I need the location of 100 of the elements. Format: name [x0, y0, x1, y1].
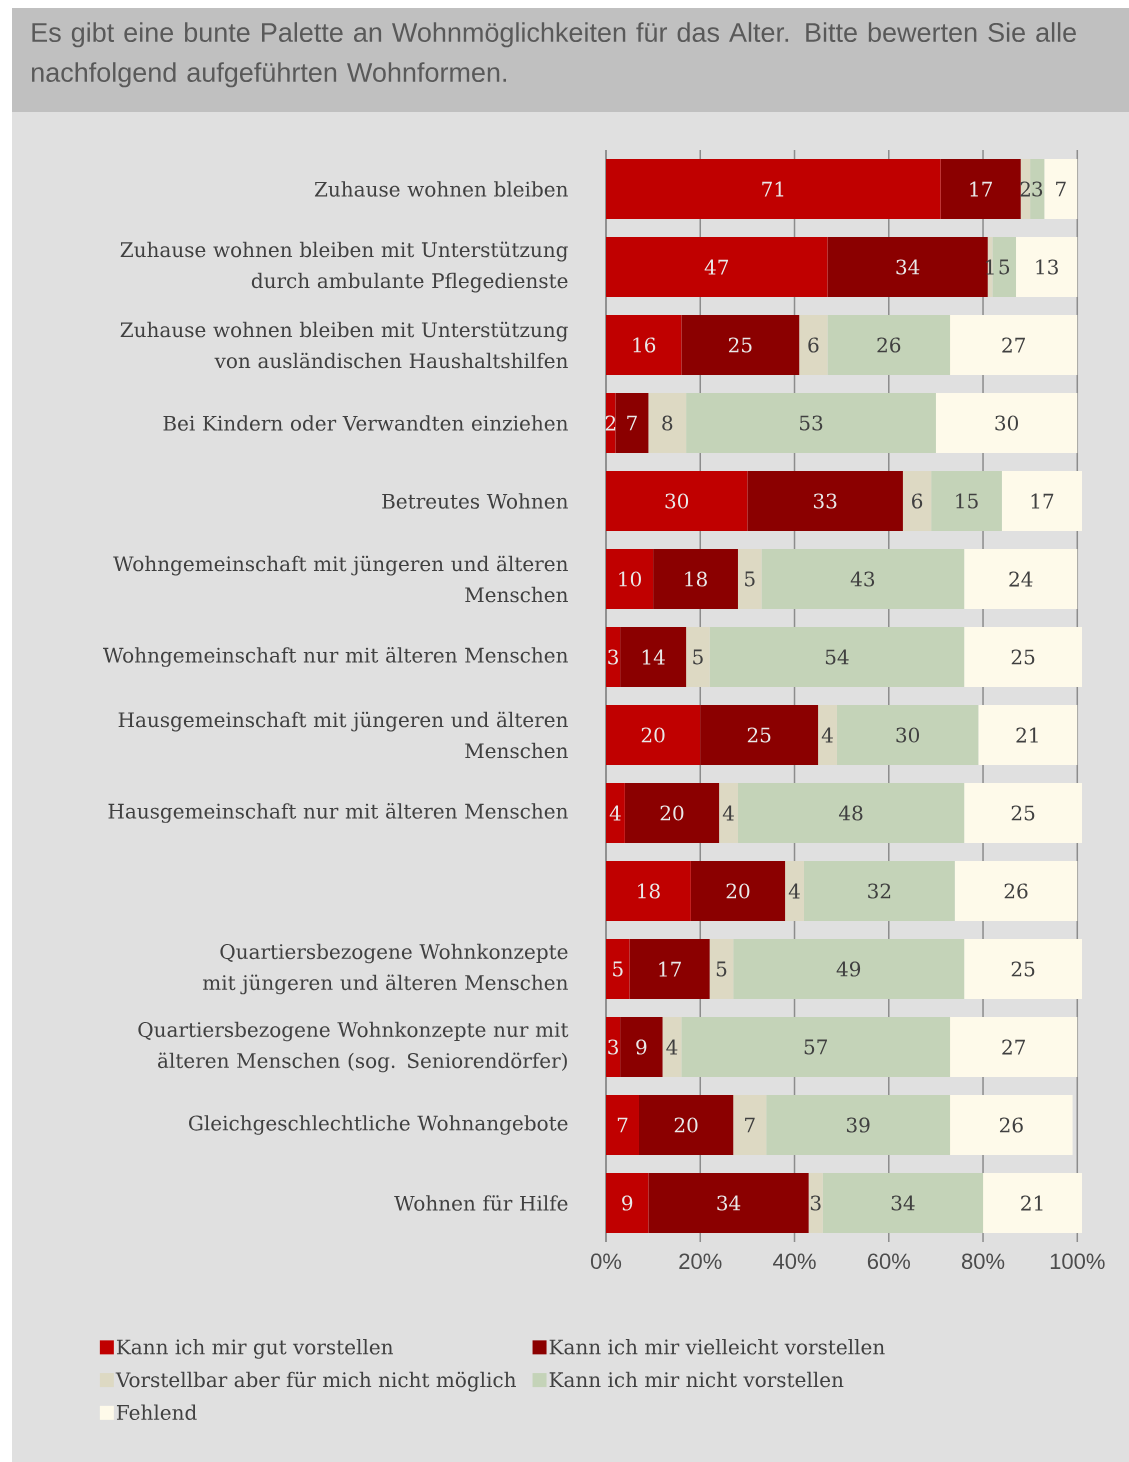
data-label: 54	[825, 649, 849, 665]
data-label: 5	[693, 649, 703, 665]
bar	[620, 626, 687, 688]
data-label: 43	[850, 571, 875, 587]
y-tick-label: Wohngemeinschaft mit jüngeren und älteren Menschen	[113, 555, 568, 603]
bar	[978, 704, 1078, 766]
data-label: 39	[846, 1117, 870, 1133]
data-label: 4	[666, 1039, 678, 1055]
data-label: 4	[821, 727, 833, 743]
bar	[681, 314, 800, 376]
bar	[719, 782, 738, 844]
data-label: 26	[877, 337, 901, 353]
data-label: 47	[704, 259, 729, 275]
bar	[954, 860, 1078, 922]
bar	[808, 1172, 823, 1234]
y-tick-label: Bei Kindern oder Verwandten einziehen	[163, 415, 568, 431]
bar	[950, 1094, 1073, 1156]
bar	[606, 1172, 649, 1234]
bar	[822, 1172, 984, 1234]
data-label: 53	[800, 415, 823, 431]
bar	[827, 236, 988, 298]
legend-label: Kann ich mir nicht vorstellen	[549, 1371, 844, 1388]
bar	[690, 860, 786, 922]
y-tick-label: Zuhause wohnen bleiben mit Unterstützung von ausländischen Haushaltshilfen	[120, 321, 568, 369]
data-label: 20	[726, 883, 750, 899]
bar	[836, 704, 979, 766]
x-tick-label: 80%	[961, 1253, 1005, 1270]
y-tick-label: Zuhause wohnen bleiben mit Unterstützung durch ambulante Pflegedienste	[120, 241, 568, 293]
data-label: 34	[896, 259, 920, 275]
data-label: 16	[633, 337, 656, 353]
data-label: 25	[1011, 805, 1035, 821]
data-label: 17	[659, 961, 681, 977]
bar	[1001, 470, 1083, 532]
bar	[992, 236, 1017, 298]
bar	[662, 1016, 682, 1078]
data-label: 32	[868, 883, 891, 899]
data-label: 48	[838, 805, 863, 821]
bar	[733, 938, 965, 1000]
bar	[931, 470, 1002, 532]
data-label: 34	[717, 1195, 741, 1211]
data-label: 57	[804, 1039, 828, 1055]
data-label: 6	[808, 337, 819, 353]
bar	[785, 860, 804, 922]
legend-label: Vorstellbar aber für mich nicht möglich	[115, 1371, 516, 1392]
data-label: 14	[642, 649, 665, 665]
data-label: 30	[896, 727, 920, 743]
data-label: 17	[970, 181, 992, 197]
bar	[964, 548, 1078, 610]
data-label: 27	[1002, 1039, 1025, 1055]
y-tick-label: Betreutes Wohnen	[382, 493, 568, 509]
data-label: 18	[685, 571, 707, 587]
data-label: 4	[722, 805, 734, 821]
data-label: 21	[1021, 1195, 1043, 1211]
data-label: 20	[674, 1117, 698, 1133]
data-label: 5	[716, 961, 727, 977]
y-tick-label: Hausgemeinschaft mit jüngeren und älteren Menschen	[118, 711, 568, 759]
bar	[681, 1016, 951, 1078]
data-label: 15	[956, 493, 978, 509]
bar	[737, 548, 762, 610]
bar	[1016, 236, 1078, 298]
bar	[1044, 158, 1078, 220]
data-label: 4	[788, 883, 800, 899]
y-tick-label: Quartiersbezogene Wohnkonzepte nur mit älteren Menschen (sog. Seniorendörfer)	[138, 1021, 569, 1073]
chart-title: Es gibt eine bunte Palette an Wohnmöglichkeiten für das Alter. Bitte bewerten Sie alle nachfolgend aufgeführten Wohnformen.	[32, 22, 1076, 88]
data-label: 25	[1011, 961, 1035, 977]
bar	[606, 782, 625, 844]
data-label: 3	[608, 1039, 618, 1055]
x-tick-label: 20%	[679, 1253, 722, 1270]
data-label: 3	[810, 1195, 821, 1211]
bar	[950, 1016, 1078, 1078]
data-label: 4	[609, 805, 621, 821]
bar	[766, 1094, 951, 1156]
y-tick-label: Gleichgeschlechtliche Wohnangebote	[189, 1115, 568, 1135]
data-label: 5	[613, 961, 623, 977]
bar	[709, 938, 734, 1000]
bar	[935, 392, 1078, 454]
data-label: 30	[995, 415, 1018, 431]
bar	[747, 470, 903, 532]
bar	[648, 1172, 809, 1234]
data-label: 27	[1002, 337, 1025, 353]
data-label: 8	[662, 415, 673, 431]
legend-label: Kann ich mir gut vorstellen	[116, 1339, 394, 1359]
data-label: 25	[747, 727, 771, 743]
y-tick-label: Zuhause wohnen bleiben	[314, 181, 568, 197]
bar	[733, 1094, 767, 1156]
bar	[606, 314, 682, 376]
bar	[799, 314, 828, 376]
data-label: 7	[627, 415, 637, 431]
bar	[983, 1172, 1083, 1234]
bar	[606, 158, 941, 220]
legend-label: Kann ich mir vielleicht vorstellen	[549, 1339, 885, 1355]
data-label: 17	[1031, 493, 1054, 509]
bar	[615, 392, 649, 454]
bar	[653, 548, 738, 610]
x-tick-label: 40%	[773, 1253, 816, 1270]
data-label: 30	[665, 493, 689, 509]
data-label: 33	[813, 493, 837, 509]
data-label: 13	[1036, 259, 1058, 275]
data-label: 25	[728, 337, 752, 353]
data-label: 20	[641, 727, 665, 743]
